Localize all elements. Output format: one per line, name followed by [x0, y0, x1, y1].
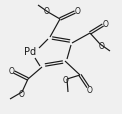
Text: O: O [8, 67, 14, 75]
Text: O: O [103, 20, 108, 29]
Text: Pd: Pd [24, 47, 36, 57]
Text: O: O [43, 7, 49, 16]
Text: O: O [75, 7, 81, 16]
Text: O: O [18, 89, 24, 98]
Text: O: O [87, 85, 93, 94]
Text: O: O [62, 75, 68, 84]
Text: O: O [98, 42, 104, 51]
